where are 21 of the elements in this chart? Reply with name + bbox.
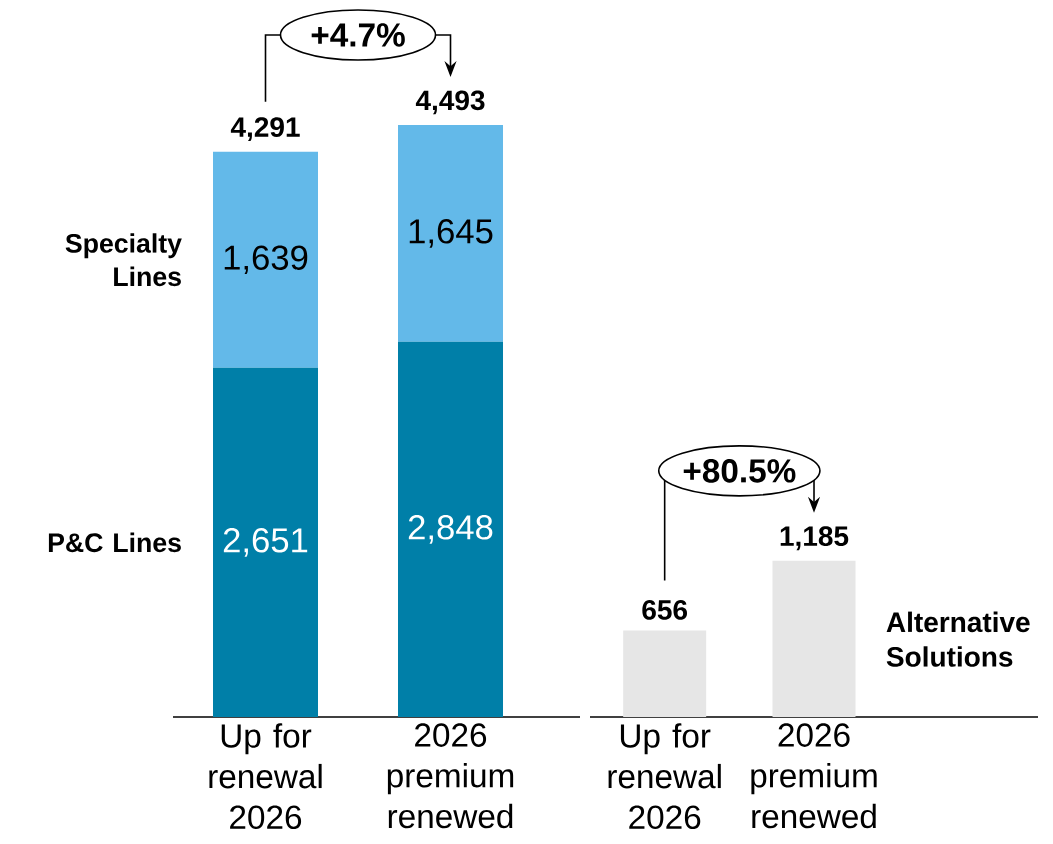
text: +80.5% — [683, 459, 796, 483]
series-label: Alternative Solutions — [886, 611, 1030, 667]
total-label: 4,291 — [230, 117, 300, 142]
data-label: 656 — [642, 600, 687, 620]
series-label: P&C Lines — [48, 532, 181, 553]
bar — [213, 367, 318, 717]
data-label: 2,651 — [223, 528, 308, 557]
x-tick-label: 2026 premium renewed — [751, 723, 877, 829]
data-label: 1,645 — [409, 219, 493, 248]
series-label: Specialty Lines — [65, 233, 182, 287]
data-label: 1,185 — [780, 526, 849, 551]
bar — [398, 125, 503, 342]
total-label: 4,493 — [415, 90, 485, 115]
data-label: 1,639 — [224, 245, 308, 275]
data-label: 2,848 — [408, 515, 493, 544]
x-tick-label: 2026 premium renewed — [387, 723, 514, 829]
text: +4.7% — [311, 23, 405, 47]
bar — [213, 151, 318, 368]
x-tick-label: Up for renewal 2026 — [608, 723, 721, 830]
x-tick-label: Up for renewal 2026 — [209, 723, 322, 830]
bar — [398, 341, 503, 717]
